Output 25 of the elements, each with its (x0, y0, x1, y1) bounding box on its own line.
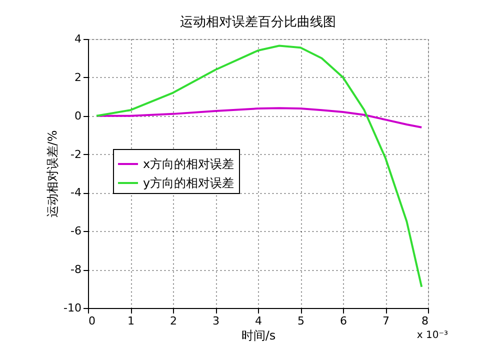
line-series (96, 107, 423, 128)
y-tick-label: -8 (70, 263, 82, 276)
chart-title: 运动相对误差百分比曲线图 (180, 15, 336, 30)
x-tick-label: 3 (212, 314, 220, 328)
y-tick-label: 4 (74, 32, 82, 46)
x-tick-label: 4 (255, 314, 262, 328)
x-tick-label: 8 (422, 314, 428, 328)
y-tick-label: -6 (70, 224, 82, 238)
y-tick-label: -10 (64, 302, 82, 314)
line-series (96, 44, 423, 288)
x-tick-label: 5 (298, 314, 304, 328)
y-tick-label: -4 (70, 186, 82, 200)
x-tick-label: 6 (340, 314, 347, 328)
x-tick-label: 0 (88, 314, 96, 328)
legend-label: x方向的相对误差 (143, 157, 234, 171)
y-axis-title: 运动相对误差/% (46, 130, 60, 218)
x-tick-label: 2 (170, 314, 177, 328)
y-tick-label: 0 (74, 109, 82, 122)
legend-label: y方向的相对误差 (143, 176, 234, 190)
x-axis-title: 时间/s (241, 328, 276, 342)
text: x 10⁻³ (416, 330, 448, 341)
x-tick-label: 7 (382, 314, 390, 328)
x-tick-label: 1 (128, 314, 134, 328)
y-tick-label: -2 (70, 148, 82, 161)
y-tick-label: 2 (74, 70, 82, 84)
